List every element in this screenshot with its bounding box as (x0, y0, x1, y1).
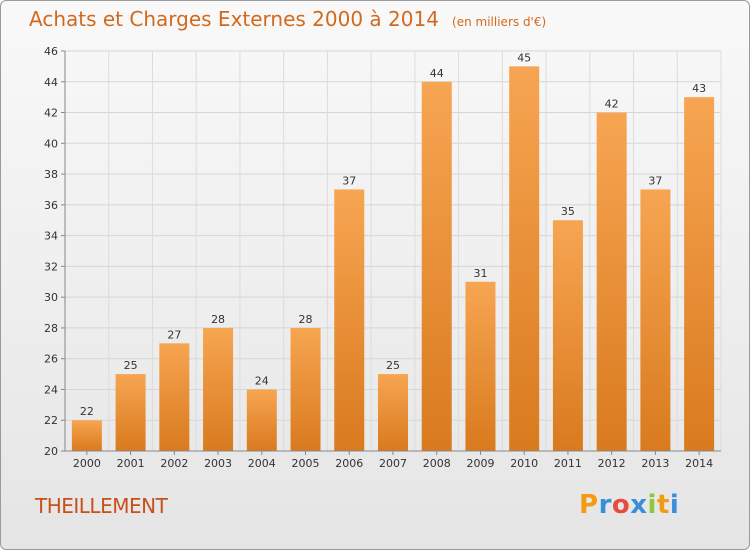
bar-2003 (203, 327, 234, 451)
bar-2002 (159, 343, 190, 451)
axis-layer (61, 50, 721, 455)
labels-layer: 20 22 24 26 28 30 32 34 36 38 40 42 44 46 22 2000 25 2001… (44, 45, 713, 470)
y-tick-label: 42 (44, 107, 58, 120)
bar-2007 (378, 374, 408, 451)
title-row: Achats et Charges Externes 2000 à 2014 (… (29, 7, 546, 31)
data-label-2009: 31 (473, 267, 487, 280)
x-tick-label: 2001 (117, 457, 145, 470)
bar-2009 (465, 281, 496, 451)
bar-2010 (509, 66, 540, 451)
bar-2014 (684, 97, 715, 452)
y-tick-label: 40 (44, 137, 58, 150)
data-label-2001: 25 (124, 359, 138, 372)
x-tick-label: 2011 (554, 457, 582, 470)
x-tick-label: 2013 (641, 457, 669, 470)
y-tick-label: 22 (44, 414, 58, 427)
bar-2011 (552, 220, 583, 451)
logo-letter: t (656, 490, 670, 520)
bar-2012 (596, 112, 627, 452)
data-label-2008: 44 (430, 67, 444, 80)
data-label-2004: 24 (255, 374, 269, 387)
y-tick-label: 26 (44, 353, 58, 366)
y-tick-label: 38 (44, 168, 58, 181)
y-tick-label: 28 (44, 322, 58, 335)
bar-2005 (290, 327, 321, 451)
x-tick-label: 2012 (598, 457, 626, 470)
x-tick-label: 2007 (379, 457, 407, 470)
proxiti-logo: Proxiti (579, 490, 679, 520)
chart-subtitle: (en milliers d'€) (452, 15, 547, 29)
data-label-2014: 43 (692, 82, 706, 95)
data-label-2007: 25 (386, 359, 400, 372)
x-tick-label: 2005 (292, 457, 320, 470)
logo-letter: P (579, 490, 599, 520)
x-tick-label: 2003 (204, 457, 232, 470)
y-tick-label: 24 (44, 383, 58, 396)
x-tick-label: 2009 (466, 457, 494, 470)
x-tick-label: 2014 (685, 457, 713, 470)
bar-2008 (421, 81, 452, 452)
commune-name: THEILLEMENT (35, 494, 168, 518)
bar-2013 (640, 189, 671, 451)
y-tick-label: 32 (44, 260, 58, 273)
data-label-2003: 28 (211, 313, 225, 326)
y-tick-label: 46 (44, 45, 58, 58)
y-tick-label: 20 (44, 445, 58, 458)
data-label-2010: 45 (517, 51, 531, 64)
logo-letter: o (611, 490, 631, 520)
y-tick-label: 44 (44, 76, 58, 89)
data-label-2012: 42 (605, 98, 619, 111)
logo-letter: x (630, 490, 648, 520)
data-label-2002: 27 (167, 328, 181, 341)
bar-2000 (71, 420, 102, 451)
bar-2006 (334, 189, 365, 451)
x-tick-label: 2006 (335, 457, 363, 470)
x-tick-label: 2000 (73, 457, 101, 470)
logo-letter: i (669, 490, 680, 520)
bars-layer (71, 66, 715, 452)
x-tick-label: 2004 (248, 457, 276, 470)
chart-title: Achats et Charges Externes 2000 à 2014 (29, 7, 439, 31)
data-label-2000: 22 (80, 405, 94, 418)
bar-2001 (115, 374, 146, 451)
x-tick-label: 2008 (423, 457, 451, 470)
logo-letter: r (598, 490, 612, 520)
y-tick-label: 34 (44, 230, 58, 243)
x-tick-label: 2002 (160, 457, 188, 470)
data-label-2013: 37 (648, 174, 662, 187)
data-label-2005: 28 (299, 313, 313, 326)
data-label-2006: 37 (342, 174, 356, 187)
logo-letter: i (647, 490, 657, 520)
bar-2004 (246, 389, 277, 451)
y-tick-label: 36 (44, 199, 58, 212)
x-tick-label: 2010 (510, 457, 538, 470)
y-tick-label: 30 (44, 291, 58, 304)
data-label-2011: 35 (561, 205, 575, 218)
